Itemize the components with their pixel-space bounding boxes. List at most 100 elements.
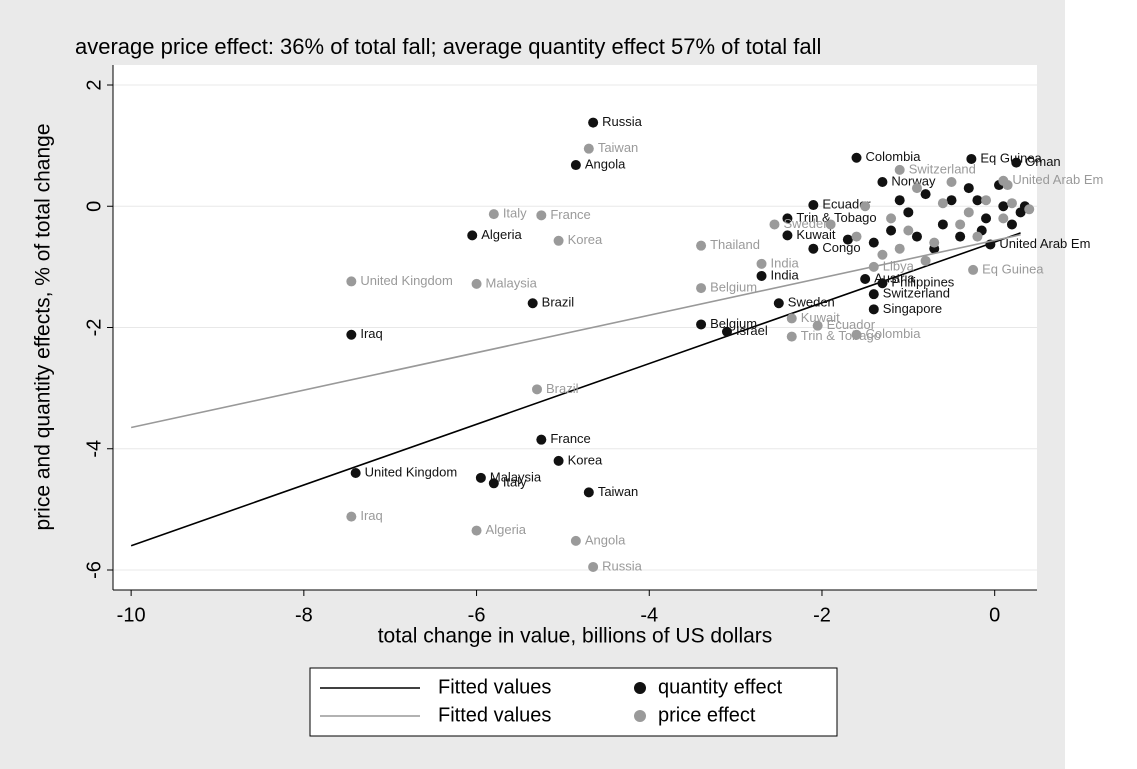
point [886, 225, 897, 236]
point [588, 117, 599, 128]
point [920, 255, 931, 266]
point-label: Algeria [486, 522, 527, 537]
point [769, 219, 780, 230]
point [488, 209, 499, 220]
legend-label: price effect [658, 704, 756, 726]
point [536, 210, 547, 221]
point [553, 235, 564, 246]
point [471, 278, 482, 289]
point-label: Israel [736, 323, 768, 338]
point-label: Brazil [546, 381, 579, 396]
legend-dot [634, 682, 646, 694]
point [877, 249, 888, 260]
point-label: Iraq [360, 508, 382, 523]
point [911, 183, 922, 194]
point-label: Italy [503, 206, 527, 221]
y-tick-label: 0 [83, 201, 105, 212]
point [955, 219, 966, 230]
legend-label: quantity effect [658, 676, 783, 698]
point [583, 487, 594, 498]
point-label: Norway [891, 173, 936, 188]
point [471, 525, 482, 536]
legend-label: Fitted values [438, 704, 551, 726]
point [868, 261, 879, 272]
point-label: Korea [568, 452, 603, 467]
point [570, 535, 581, 546]
point [894, 243, 905, 254]
point-label: Trin & Tobago [796, 210, 876, 225]
point [894, 164, 905, 175]
point-label: Kuwait [796, 227, 835, 242]
point [570, 160, 581, 171]
point-label: Sweden [788, 295, 835, 310]
point [886, 213, 897, 224]
point-label: United Arab Em [1012, 172, 1103, 187]
point-label: Iraq [360, 326, 382, 341]
point-label: Russia [602, 558, 643, 573]
point-label: Libya [883, 258, 915, 273]
point [877, 278, 888, 289]
point-label: Sweden [783, 216, 830, 231]
point-label: Ecuador [827, 317, 876, 332]
point-label: Malaysia [490, 469, 542, 484]
legend-label: Fitted values [438, 676, 551, 698]
point-label: Taiwan [598, 140, 638, 155]
point [998, 201, 1009, 212]
point [756, 270, 767, 281]
point [553, 455, 564, 466]
point [868, 289, 879, 300]
point [527, 298, 538, 309]
point-label: Colombia [866, 149, 922, 164]
point [1024, 204, 1035, 215]
y-tick-label: -6 [83, 561, 105, 579]
point-label: Thailand [710, 237, 760, 252]
point [696, 319, 707, 330]
point-label: Congo [822, 240, 860, 255]
point [782, 230, 793, 241]
point-label: Belgium [710, 316, 757, 331]
point [937, 198, 948, 209]
point-label: Eq Guinea [980, 150, 1042, 165]
point [851, 231, 862, 242]
point [937, 219, 948, 230]
point-label: Italy [503, 475, 527, 490]
point [963, 183, 974, 194]
point-label: Colombia [866, 326, 922, 341]
x-axis-title: total change in value, billions of US do… [378, 625, 773, 648]
y-tick-label: -2 [83, 319, 105, 337]
point [955, 231, 966, 242]
point [756, 258, 767, 269]
point [851, 152, 862, 163]
point [966, 153, 977, 164]
point-label: Malaysia [486, 275, 538, 290]
point [981, 213, 992, 224]
point [946, 177, 957, 188]
point-label: Taiwan [598, 484, 638, 499]
point [963, 207, 974, 218]
point-label: United Arab Em [999, 236, 1090, 251]
point [583, 143, 594, 154]
chart-title: average price effect: 36% of total fall;… [75, 34, 821, 59]
point [868, 304, 879, 315]
x-tick-label: 0 [989, 604, 1000, 626]
point [346, 511, 357, 522]
point [877, 177, 888, 188]
point [696, 240, 707, 251]
point [998, 213, 1009, 224]
point [536, 434, 547, 445]
point-label: Angola [585, 156, 626, 171]
point-label: France [550, 431, 590, 446]
point [475, 472, 486, 483]
point [825, 219, 836, 230]
point [851, 329, 862, 340]
y-tick-label: -4 [83, 440, 105, 458]
point-label: Switzerland [909, 161, 976, 176]
point-label: Belgium [710, 280, 757, 295]
point [721, 326, 732, 337]
point-label: Kuwait [801, 310, 840, 325]
point-label: France [550, 207, 590, 222]
point-label: India [771, 255, 800, 270]
point [808, 200, 819, 211]
point-label: Korea [568, 232, 603, 247]
